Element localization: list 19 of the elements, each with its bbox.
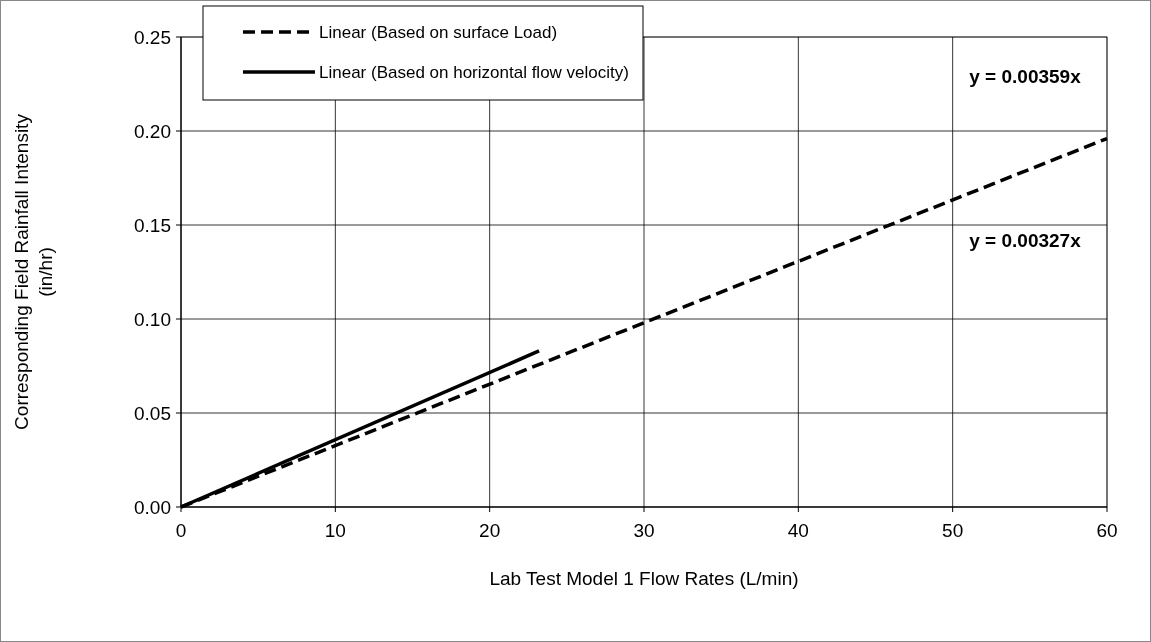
y-tick-label: 0.25: [134, 26, 171, 48]
y-tick-label: 0.10: [134, 308, 171, 330]
x-axis-title: Lab Test Model 1 Flow Rates (L/min): [489, 568, 799, 589]
y-tick-label: 0.00: [134, 496, 171, 518]
annotation: y = 0.00359x: [969, 66, 1082, 87]
y-tick-label: 0.15: [134, 214, 171, 236]
y-tick-label: 0.05: [134, 402, 171, 424]
y-tick-label: 0.20: [134, 120, 171, 142]
x-tick-label: 40: [787, 520, 809, 541]
x-tick-label: 20: [479, 520, 501, 541]
x-tick-label: 10: [324, 520, 346, 541]
x-tick-label: 50: [942, 520, 964, 541]
x-tick-label: 30: [633, 520, 655, 541]
annotation: y = 0.00327x: [969, 230, 1082, 251]
legend-label: Linear (Based on horizontal flow velocity): [319, 62, 629, 82]
x-tick-label: 60: [1096, 520, 1118, 541]
y-axis-title: Corresponding Field Rainfall Intensity (in/hr): [11, 113, 56, 430]
x-tick-label: 0: [175, 520, 187, 541]
legend-label: Linear (Based on surface Load): [319, 22, 558, 42]
